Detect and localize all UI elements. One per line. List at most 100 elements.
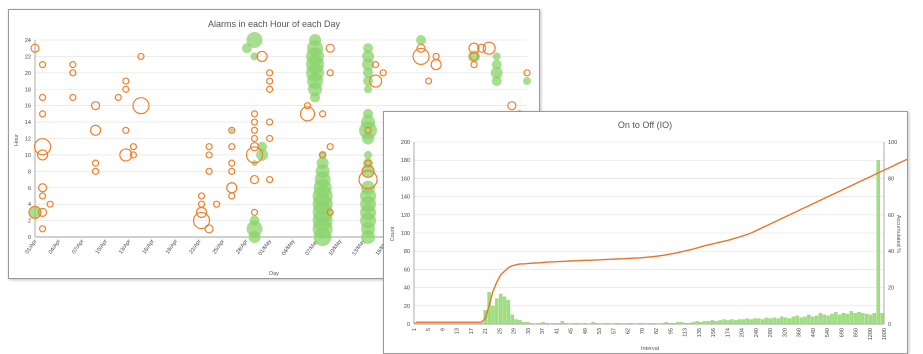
histogram-bar [475,322,480,325]
histogram-bar [479,322,484,325]
alarms-x-tick-label: 07/Apr [71,239,85,256]
alarm-bubble [470,61,478,69]
alarms-x-tick-label: 28/Apr [235,239,249,256]
alarm-bubble [197,192,206,200]
histogram-bar [460,322,464,325]
alarms-x-tick-label: 01/May [258,239,273,257]
on-off-y-tick-label: 80 [404,249,410,255]
histogram-bar [653,322,657,325]
on-off-x-tick-label: 82 [654,328,660,334]
on-off-y-tick-label: 120 [401,213,410,219]
histogram-bar [764,317,769,325]
histogram-bar [691,322,696,325]
normal-bubble [229,128,234,133]
alarm-bubble [129,143,138,151]
normal-bubble [363,67,374,78]
alarm-bubble [38,110,47,118]
on-off-x-tick-label: 690 [839,328,845,337]
histogram-bar [556,322,561,325]
alarm-bubble [228,159,236,167]
histogram-bar [703,321,707,325]
histogram-bar [814,315,819,325]
alarms-x-tick-label: 01/Apr [24,239,38,256]
normal-bubble [362,165,375,178]
alarms-x-tick-label: 25/Apr [212,239,226,256]
alarm-bubble [132,97,150,115]
histogram-bar [714,321,719,325]
on-off-y2-tick-label: 40 [888,249,894,255]
histogram-bar [737,319,742,325]
histogram-bar [445,322,449,325]
histogram-bar [880,312,884,325]
on-off-x-tick-label: 57 [611,328,617,334]
on-off-chart-panel: On to Off (IO) Interval Count Accumulate… [383,111,908,354]
histogram-bar [791,316,796,325]
histogram-bar [583,322,588,325]
alarm-bubble [69,69,77,77]
normal-bubble [29,206,41,219]
histogram-bar [864,313,869,325]
histogram-bar [545,322,549,325]
alarm-bubble [37,207,48,217]
alarm-bubble [228,143,236,151]
histogram-bar [560,321,565,325]
alarm-bubble [425,77,433,85]
alarm-bubble [482,41,496,55]
alarm-bubble [369,74,383,88]
on-off-y2-tick-label: 100 [888,140,897,146]
alarm-bubble [361,164,375,178]
on-off-y-tick-label: 20 [404,304,410,310]
alarm-bubble [119,148,133,162]
alarm-bubble [91,159,100,167]
on-off-x-tick-label: 1 [412,328,418,331]
alarm-bubble [205,151,213,159]
alarm-bubble [250,208,259,216]
histogram-bar [687,322,692,325]
alarm-bubble [89,124,102,136]
histogram-bar [749,319,753,325]
on-off-y2-tick-label: 80 [888,176,894,182]
histogram-bar [818,312,823,325]
alarm-bubble [430,59,442,71]
alarm-bubble [507,101,517,111]
alarm-bubble [249,174,260,185]
alarm-bubble [38,225,47,233]
on-off-x-tick-label: 9 [440,328,446,331]
on-off-x-tick-label: 360 [797,328,803,337]
alarm-bubble [266,77,274,85]
histogram-bar [784,317,788,325]
alarms-x-tick-label: 22/Apr [188,239,202,256]
alarm-bubble [122,85,130,93]
normal-bubble [363,76,374,87]
alarms-chart-title: Alarms in each Hour of each Day [208,19,341,29]
alarm-bubble [432,52,440,61]
histogram-bar [437,322,441,325]
alarm-bubble [266,85,274,93]
alarm-bubble [46,200,54,208]
alarm-bubble [137,52,145,61]
histogram-bar [514,319,518,325]
alarm-bubble [256,50,268,63]
normal-bubble [364,85,373,94]
alarms-x-tick-label: 16/Apr [142,239,156,256]
histogram-bar [664,322,669,325]
on-off-x-tick-label: 135 [697,328,703,337]
histogram-bar [730,319,734,325]
alarm-bubble [192,211,211,230]
normal-bubble [241,43,252,54]
normal-bubble [364,150,373,159]
on-off-x-tick-label: 95 [668,328,674,334]
histogram-bar [522,322,526,325]
alarm-bubble [326,69,334,77]
on-off-x-tick-label: 70 [640,328,646,334]
alarm-bubble [250,126,259,134]
on-off-y-tick-label: 100 [401,231,410,237]
histogram-bar [433,322,437,325]
alarm-bubble [364,159,372,167]
alarms-y-tick-label: 4 [28,202,31,208]
histogram-bar [745,318,749,325]
histogram-bar [641,322,645,325]
alarm-bubble [266,118,274,126]
histogram-bar [498,293,503,325]
histogram-bar [841,312,846,325]
